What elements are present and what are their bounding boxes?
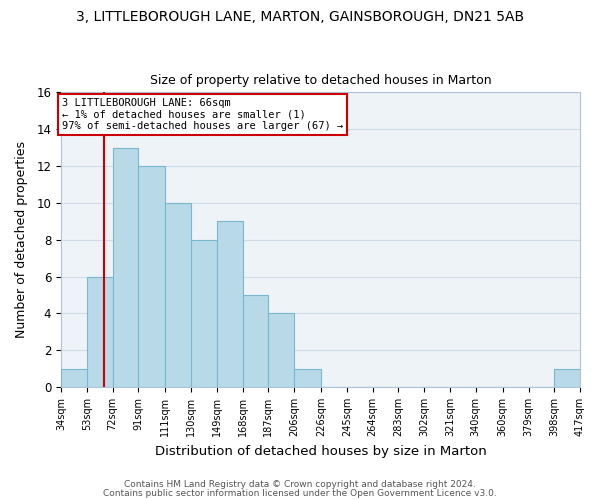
Title: Size of property relative to detached houses in Marton: Size of property relative to detached ho… [150,74,491,87]
Bar [242,295,268,387]
Bar [268,314,294,387]
Bar [138,166,166,387]
Bar [554,368,580,387]
Bar [166,203,191,387]
Text: Contains public sector information licensed under the Open Government Licence v3: Contains public sector information licen… [103,490,497,498]
Text: 3 LITTLEBOROUGH LANE: 66sqm
← 1% of detached houses are smaller (1)
97% of semi-: 3 LITTLEBOROUGH LANE: 66sqm ← 1% of deta… [62,98,343,131]
Bar [61,368,87,387]
X-axis label: Distribution of detached houses by size in Marton: Distribution of detached houses by size … [155,444,487,458]
Y-axis label: Number of detached properties: Number of detached properties [15,141,28,338]
Bar [191,240,217,387]
Text: 3, LITTLEBOROUGH LANE, MARTON, GAINSBOROUGH, DN21 5AB: 3, LITTLEBOROUGH LANE, MARTON, GAINSBORO… [76,10,524,24]
Bar [294,368,321,387]
Text: Contains HM Land Registry data © Crown copyright and database right 2024.: Contains HM Land Registry data © Crown c… [124,480,476,489]
Bar [217,222,242,387]
Bar [87,276,113,387]
Bar [113,148,138,387]
